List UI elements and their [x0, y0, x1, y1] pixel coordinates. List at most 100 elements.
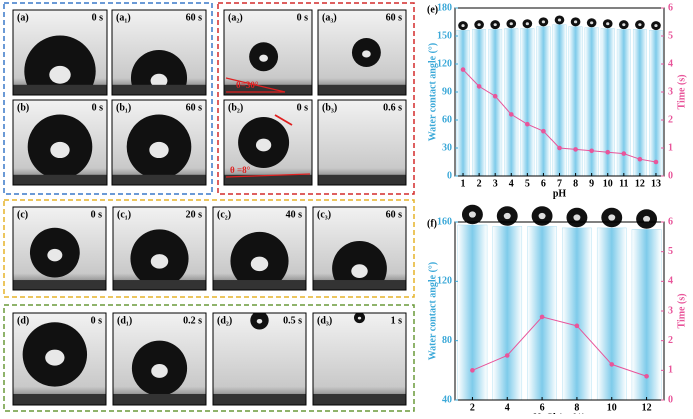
y2-tick-label: 0 — [668, 170, 673, 181]
photo — [213, 313, 306, 405]
droplet-highlight — [49, 65, 71, 84]
photo-frame — [12, 312, 107, 406]
x-tick-label: 9 — [589, 178, 594, 189]
group-box — [3, 304, 415, 412]
time-point — [492, 93, 498, 99]
panel-time: 0.2 s — [183, 315, 202, 326]
y2-tick-label: 6 — [668, 216, 673, 227]
substrate — [318, 84, 406, 95]
y-axis-label: Water contact angle (°) — [427, 262, 438, 361]
substrate — [213, 280, 306, 290]
panel-time: 0 s — [92, 102, 104, 113]
droplet-highlight — [362, 50, 371, 58]
droplet-icon-core — [461, 24, 465, 28]
droplet-icon-core — [643, 215, 651, 223]
droplet-icon-core — [622, 23, 626, 27]
group-box — [217, 2, 415, 195]
bar — [536, 26, 551, 177]
droplet-highlight — [250, 256, 269, 272]
y-tick-label: 180 — [437, 2, 452, 13]
substrate — [318, 174, 406, 185]
time-point — [621, 151, 627, 156]
y2-tick-label: 6 — [668, 2, 673, 13]
arrow — [274, 114, 293, 126]
photo-frame — [212, 312, 307, 406]
panel-label: (a₃) — [322, 12, 337, 23]
panel-time: 0.5 s — [283, 315, 302, 326]
droplet-highlight — [256, 318, 263, 324]
time-point — [653, 159, 659, 165]
bar — [562, 227, 592, 401]
photo — [224, 100, 312, 185]
photo-bg — [313, 313, 406, 405]
droplet-icon-core — [493, 23, 497, 27]
angle-line — [225, 77, 286, 93]
x-tick-label: 11 — [619, 178, 628, 189]
panel-label: (b) — [17, 102, 29, 113]
time-point — [589, 148, 594, 154]
photo — [112, 100, 206, 185]
panel-time: 60 s — [186, 12, 203, 23]
droplet — [130, 49, 188, 95]
substrate — [13, 280, 106, 290]
droplet-icon-core — [573, 214, 581, 221]
photo-frame — [223, 9, 313, 96]
photo-frame — [111, 9, 207, 96]
droplet-icon-core — [638, 23, 642, 27]
angle-line — [225, 173, 311, 178]
x-tick-label: 4 — [509, 178, 514, 189]
droplet-icon-core — [590, 21, 594, 25]
droplet-highlight — [150, 73, 168, 88]
droplet-icon-core — [468, 211, 476, 218]
substrate — [13, 393, 106, 405]
droplet-icon-core — [525, 22, 529, 26]
bar — [472, 29, 487, 177]
photo-frame — [312, 206, 407, 291]
group-box — [3, 199, 415, 298]
x-tick-label: 4 — [505, 402, 510, 413]
group-box — [3, 2, 213, 195]
x-tick-label: 10 — [607, 402, 617, 413]
panel-label: (b₁) — [116, 102, 131, 113]
x-tick-label: 2 — [470, 402, 475, 413]
y2-tick-label: 3 — [668, 86, 673, 97]
x-tick-label: 2 — [477, 178, 482, 189]
time-point — [476, 84, 482, 89]
x-tick-label: 12 — [642, 402, 652, 413]
panel-time: 20 s — [186, 209, 203, 220]
y-axis-label: Water contact angle (°) — [427, 43, 438, 142]
time-point — [541, 128, 546, 134]
droplet-highlight — [351, 264, 368, 279]
bar — [457, 224, 488, 401]
bar — [568, 26, 583, 177]
photo-panels: (a) 0 s (a₁) 60 s (a₂) 0 s (a₃) 60 s (b) 0 s (b₁) 6… — [12, 9, 407, 406]
y-tick-label: 80 — [442, 335, 452, 346]
bar — [631, 229, 662, 401]
panel-time: 0 s — [297, 102, 309, 113]
photo — [213, 207, 306, 290]
time-point — [508, 112, 514, 117]
panel-label: (d₂) — [217, 315, 232, 326]
panel-label: (b₂) — [228, 102, 243, 113]
y2-tick-label: 2 — [668, 114, 673, 125]
droplet-highlight — [47, 248, 63, 262]
substrate — [13, 174, 107, 185]
substrate — [224, 174, 312, 185]
x-axis-label: pH — [553, 188, 567, 199]
time-point — [460, 67, 466, 72]
y2-tick-label: 4 — [668, 58, 673, 69]
panel-label: (b₃) — [322, 102, 337, 113]
time-point — [644, 373, 649, 379]
substrate — [13, 84, 107, 95]
droplet-highlight — [151, 364, 168, 378]
y2-tick-label: 1 — [668, 365, 673, 376]
photo-frame — [223, 99, 313, 186]
droplet-icon-core — [503, 212, 511, 220]
panel-time: 0.6 s — [383, 102, 402, 113]
substrate — [213, 393, 306, 405]
droplet-highlight — [150, 254, 169, 269]
time-point — [539, 314, 545, 320]
photo-frame — [212, 206, 307, 291]
panel-time: 60 s — [386, 209, 403, 220]
y-tick-label: 120 — [437, 58, 452, 69]
